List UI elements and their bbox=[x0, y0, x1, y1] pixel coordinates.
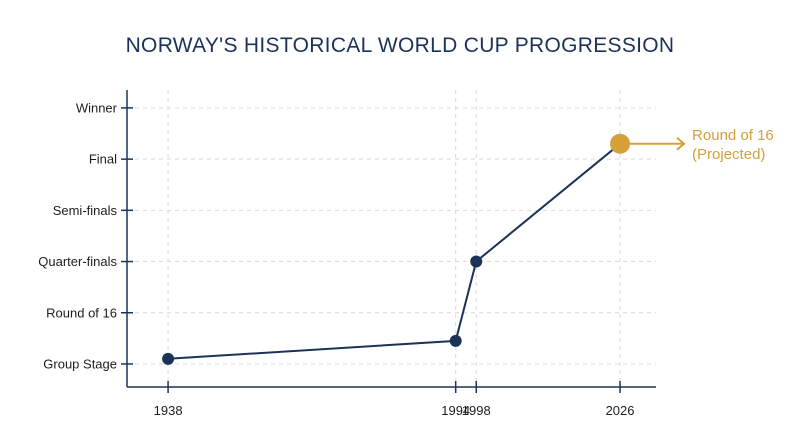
y-tick-label: Final bbox=[89, 152, 117, 167]
data-point bbox=[162, 352, 175, 365]
projection-arrowhead bbox=[676, 137, 686, 151]
data-point bbox=[470, 255, 483, 268]
series-line bbox=[168, 143, 621, 360]
axes bbox=[121, 90, 656, 393]
projection-label-line2: (Projected) bbox=[692, 146, 765, 163]
y-tick-label: Winner bbox=[76, 100, 118, 115]
y-tick-label: Group Stage bbox=[43, 356, 117, 371]
grid-layer bbox=[127, 90, 656, 387]
series-layer bbox=[162, 133, 631, 365]
x-tick-label: 2026 bbox=[606, 403, 635, 418]
chart-title: NORWAY'S HISTORICAL WORLD CUP PROGRESSIO… bbox=[126, 34, 675, 57]
tick-labels: Group Stage Round of 16 Quarter-finals Semi… bbox=[38, 100, 634, 418]
x-tick-label: 1998 bbox=[462, 403, 491, 418]
y-tick-label: Quarter-finals bbox=[38, 254, 117, 269]
projection-annotation: Round of 16 (Projected) bbox=[692, 127, 778, 163]
highlight-point bbox=[610, 133, 631, 154]
annotation-layer: Round of 16 (Projected) bbox=[630, 127, 778, 163]
projection-label-line1: Round of 16 bbox=[692, 127, 774, 144]
data-point bbox=[449, 334, 462, 347]
y-tick-label: Semi-finals bbox=[53, 203, 118, 218]
y-tick-label: Round of 16 bbox=[46, 305, 117, 320]
x-tick-label: 1938 bbox=[154, 403, 183, 418]
x-tick-label: 1994 bbox=[441, 403, 470, 418]
